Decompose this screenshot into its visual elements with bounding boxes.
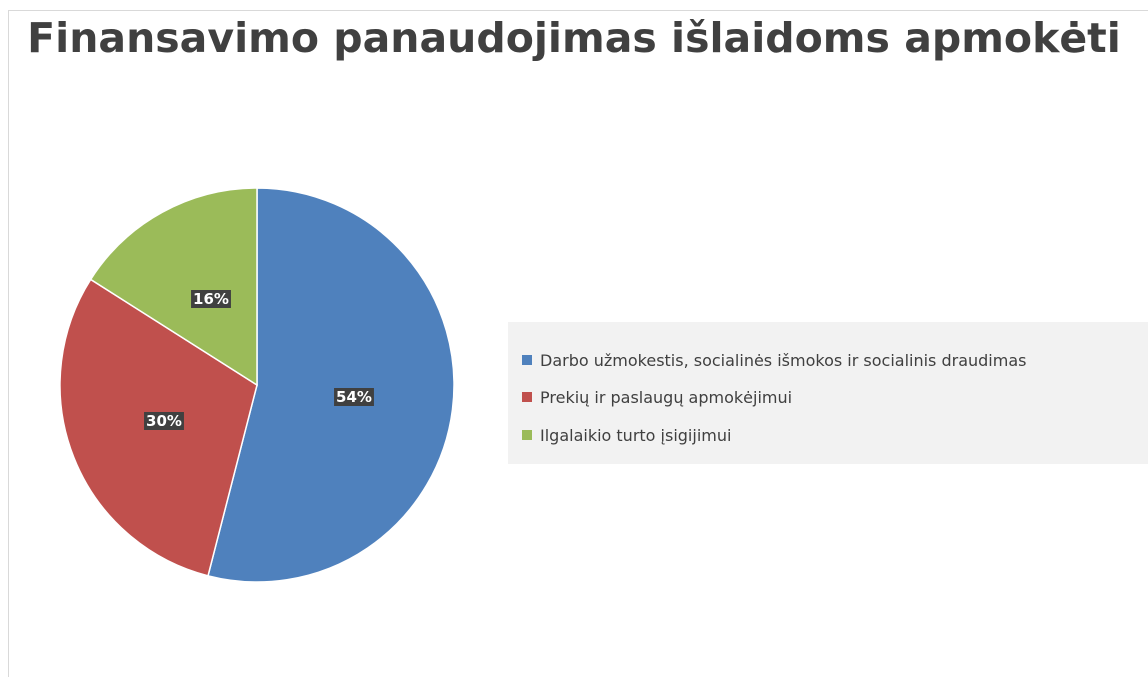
data-label-text: 30% [146, 412, 182, 430]
chart-legend: Darbo užmokestis, socialinės išmokos ir … [508, 322, 1148, 464]
pie-data-labels: 54% 30% 16% [144, 290, 374, 430]
legend-swatch [522, 430, 532, 440]
data-label: 54% [334, 388, 374, 406]
data-label-text: 54% [336, 388, 372, 406]
legend-item: Darbo užmokestis, socialinės išmokos ir … [522, 348, 1026, 372]
pie-slice [207, 187, 455, 583]
legend-label: Ilgalaikio turto įsigijimui [540, 425, 732, 445]
legend-item: Prekių ir paslaugų apmokėjimui [522, 385, 792, 409]
pie-slices [59, 187, 455, 583]
legend-label: Prekių ir paslaugų apmokėjimui [540, 387, 793, 407]
pie-slice [89, 187, 258, 387]
data-label-background [191, 290, 231, 308]
data-label: 16% [191, 290, 231, 308]
legend-swatch [522, 392, 532, 402]
data-label-text: 16% [193, 290, 229, 308]
data-label-background [334, 388, 374, 406]
data-label-background [144, 412, 184, 430]
chart-title: Finansavimo panaudojimas išlaidoms apmok… [27, 14, 1121, 62]
legend-label: Darbo užmokestis, socialinės išmokos ir … [540, 350, 1027, 370]
legend-swatch [522, 355, 532, 365]
legend-item: Ilgalaikio turto įsigijimui [522, 423, 731, 447]
data-label: 30% [144, 412, 184, 430]
